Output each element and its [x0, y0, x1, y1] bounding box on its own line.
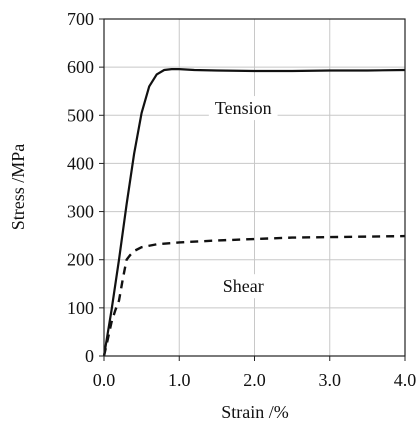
x-tick-label: 4.0: [394, 370, 416, 390]
y-tick-label: 700: [67, 9, 94, 29]
y-tick-label: 500: [67, 105, 94, 125]
x-tick-label: 1.0: [168, 370, 191, 390]
y-axis-label: Stress /MPa: [8, 144, 28, 231]
annotations: Tension Shear: [208, 96, 278, 299]
annotation-background: [208, 96, 278, 121]
x-tick-label: 0.0: [93, 370, 116, 390]
y-tick-label: 100: [67, 298, 94, 318]
y-tick-label: 600: [67, 57, 94, 77]
y-tick-label: 200: [67, 250, 94, 270]
y-tick-label: 300: [67, 202, 94, 222]
annotation-label: Tension: [215, 98, 272, 118]
annotation-background: [216, 274, 270, 299]
tension-curve: [102, 67, 406, 357]
tick-labels: 0 100 200 300 400 500 600 700 0.0 1.0 2.0 3.0 4.0: [67, 9, 416, 390]
shear-curve: [102, 234, 406, 357]
annotation-shear: Shear: [216, 274, 270, 299]
x-tick-label: 3.0: [319, 370, 342, 390]
series-group: [102, 67, 406, 357]
x-axis-label: Strain /%: [221, 402, 289, 422]
x-tick-label: 2.0: [243, 370, 266, 390]
annotation-label: Shear: [223, 276, 264, 296]
y-tick-label: 0: [85, 346, 94, 366]
annotation-tension: Tension: [208, 96, 278, 121]
y-tick-label: 400: [67, 153, 94, 173]
